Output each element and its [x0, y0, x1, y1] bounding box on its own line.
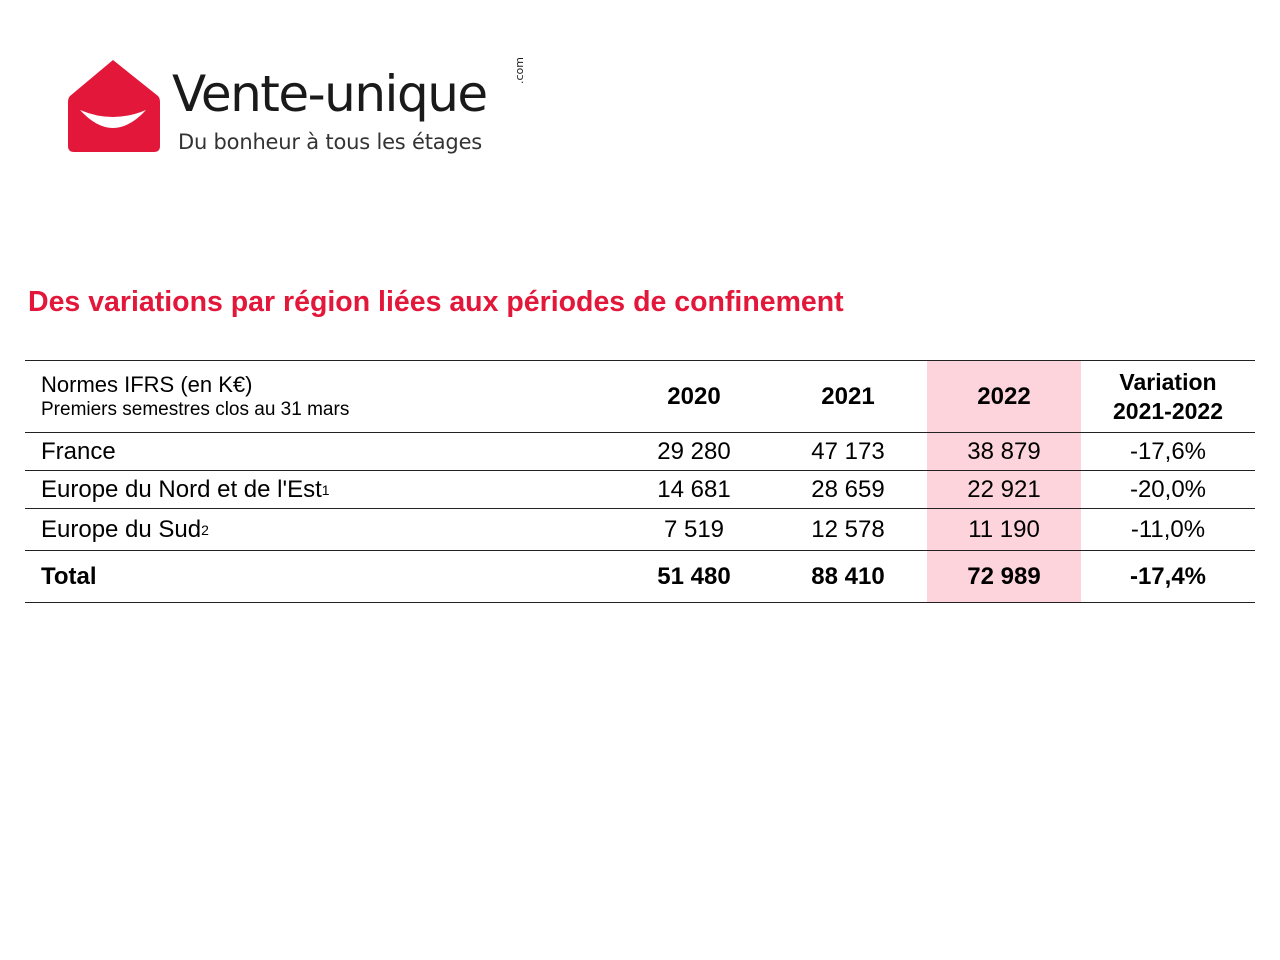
- row-label-text: France: [41, 438, 116, 465]
- row-divider: [25, 470, 1255, 471]
- header-variation: Variation 2021-2022: [1081, 361, 1255, 433]
- cell-2021: 47 173: [811, 438, 885, 465]
- header-2021: 2021: [821, 383, 875, 410]
- cell-variation: -11,0%: [1130, 516, 1206, 543]
- page-title: Des variations par région liées aux péri…: [28, 286, 844, 318]
- row-label: Europe du Sud 2: [41, 516, 209, 543]
- cell-2022: 38 879: [927, 433, 1081, 471]
- total-2021: 88 410: [811, 563, 885, 590]
- header-label-cell: Normes IFRS (en K€) Premiers semestres c…: [25, 361, 619, 433]
- cell-variation: -20,0%: [1129, 476, 1207, 503]
- total-label: Total: [41, 563, 97, 590]
- cell-2021: 12 578: [811, 516, 885, 543]
- cell-2022: 22 921: [927, 471, 1081, 509]
- header-label-line2: Premiers semestres clos au 31 mars: [41, 399, 350, 420]
- cell-2020: 29 280: [657, 438, 731, 465]
- header-2020: 2020: [667, 383, 721, 410]
- cell-2020: 14 681: [657, 476, 731, 503]
- row-label-text: Europe du Sud: [41, 516, 202, 543]
- brand-logo: Vente-unique .com Du bonheur à tous les …: [66, 57, 546, 168]
- cell-2020: 7 519: [663, 516, 725, 543]
- cell-2021: 28 659: [811, 476, 885, 503]
- header-2022: 2022: [927, 361, 1081, 433]
- smiling-house-icon: [68, 60, 160, 152]
- table-row-total: Total 51 480 88 410 72 989 -17,4%: [25, 551, 1255, 603]
- total-2022: 72 989: [927, 551, 1081, 603]
- total-variation: -17,4%: [1129, 563, 1207, 590]
- cell-2022: 11 190: [927, 509, 1081, 551]
- brand-name: Vente-unique: [172, 65, 488, 123]
- header-label-line1: Normes IFRS (en K€): [41, 372, 253, 397]
- row-label: Europe du Nord et de l'Est 1: [41, 476, 330, 503]
- table-header-row: Normes IFRS (en K€) Premiers semestres c…: [25, 360, 1255, 433]
- header-variation-line1: Variation: [1119, 369, 1217, 395]
- row-label: France: [25, 433, 619, 471]
- table-bottom-rule: [25, 602, 1255, 603]
- table-row-europe-sud: Europe du Sud 2 7 519 12 578 11 190 -11,0…: [25, 509, 1255, 551]
- row-divider: [25, 550, 1255, 551]
- row-label-text: Europe du Nord et de l'Est: [41, 476, 322, 503]
- row-divider: [25, 432, 1255, 433]
- table-row-france: France 29 280 47 173 38 879 -17,6%: [25, 433, 1255, 471]
- cell-variation: -17,6%: [1129, 438, 1207, 465]
- header-variation-line2: 2021-2022: [1113, 398, 1223, 424]
- regional-revenue-table: Normes IFRS (en K€) Premiers semestres c…: [25, 360, 1255, 603]
- row-divider: [25, 508, 1255, 509]
- total-2020: 51 480: [657, 563, 731, 590]
- table-row-europe-nord-est: Europe du Nord et de l'Est 1 14 681 28 65…: [25, 471, 1255, 509]
- brand-tagline: Du bonheur à tous les étages: [178, 130, 483, 154]
- brand-domain: .com: [513, 57, 526, 84]
